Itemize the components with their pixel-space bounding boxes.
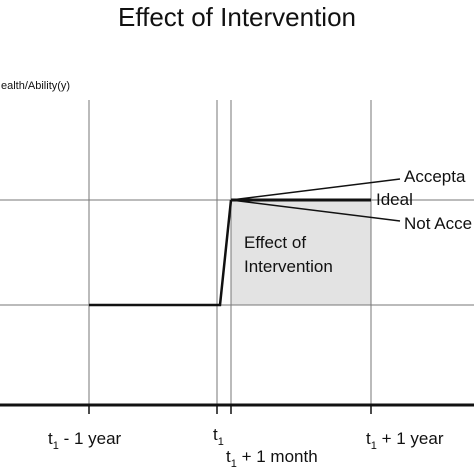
ideal-label: Ideal bbox=[376, 190, 413, 209]
chart-title: Effect of Intervention bbox=[118, 2, 356, 32]
not-acceptable-line bbox=[230, 199, 401, 222]
x-tick-t1-plus-1-year: t1 + 1 year bbox=[366, 429, 444, 452]
effect-label-line2: Intervention bbox=[244, 257, 333, 276]
baseline-and-jump-line bbox=[89, 199, 233, 307]
x-tick-t1-plus-1-month: t1 + 1 month bbox=[226, 447, 318, 470]
y-axis-label: ealth/Ability(y) bbox=[1, 80, 70, 92]
acceptable-label: Accepta bbox=[404, 167, 466, 186]
x-tick-t1-minus-1-year: t1 - 1 year bbox=[48, 429, 122, 452]
effect-shaded-region bbox=[231, 200, 371, 305]
not-acceptable-label: Not Acce bbox=[404, 214, 472, 233]
effect-label-line1: Effect of bbox=[244, 233, 306, 252]
x-tick-t1: t1 bbox=[213, 425, 224, 448]
acceptable-line bbox=[230, 178, 401, 201]
